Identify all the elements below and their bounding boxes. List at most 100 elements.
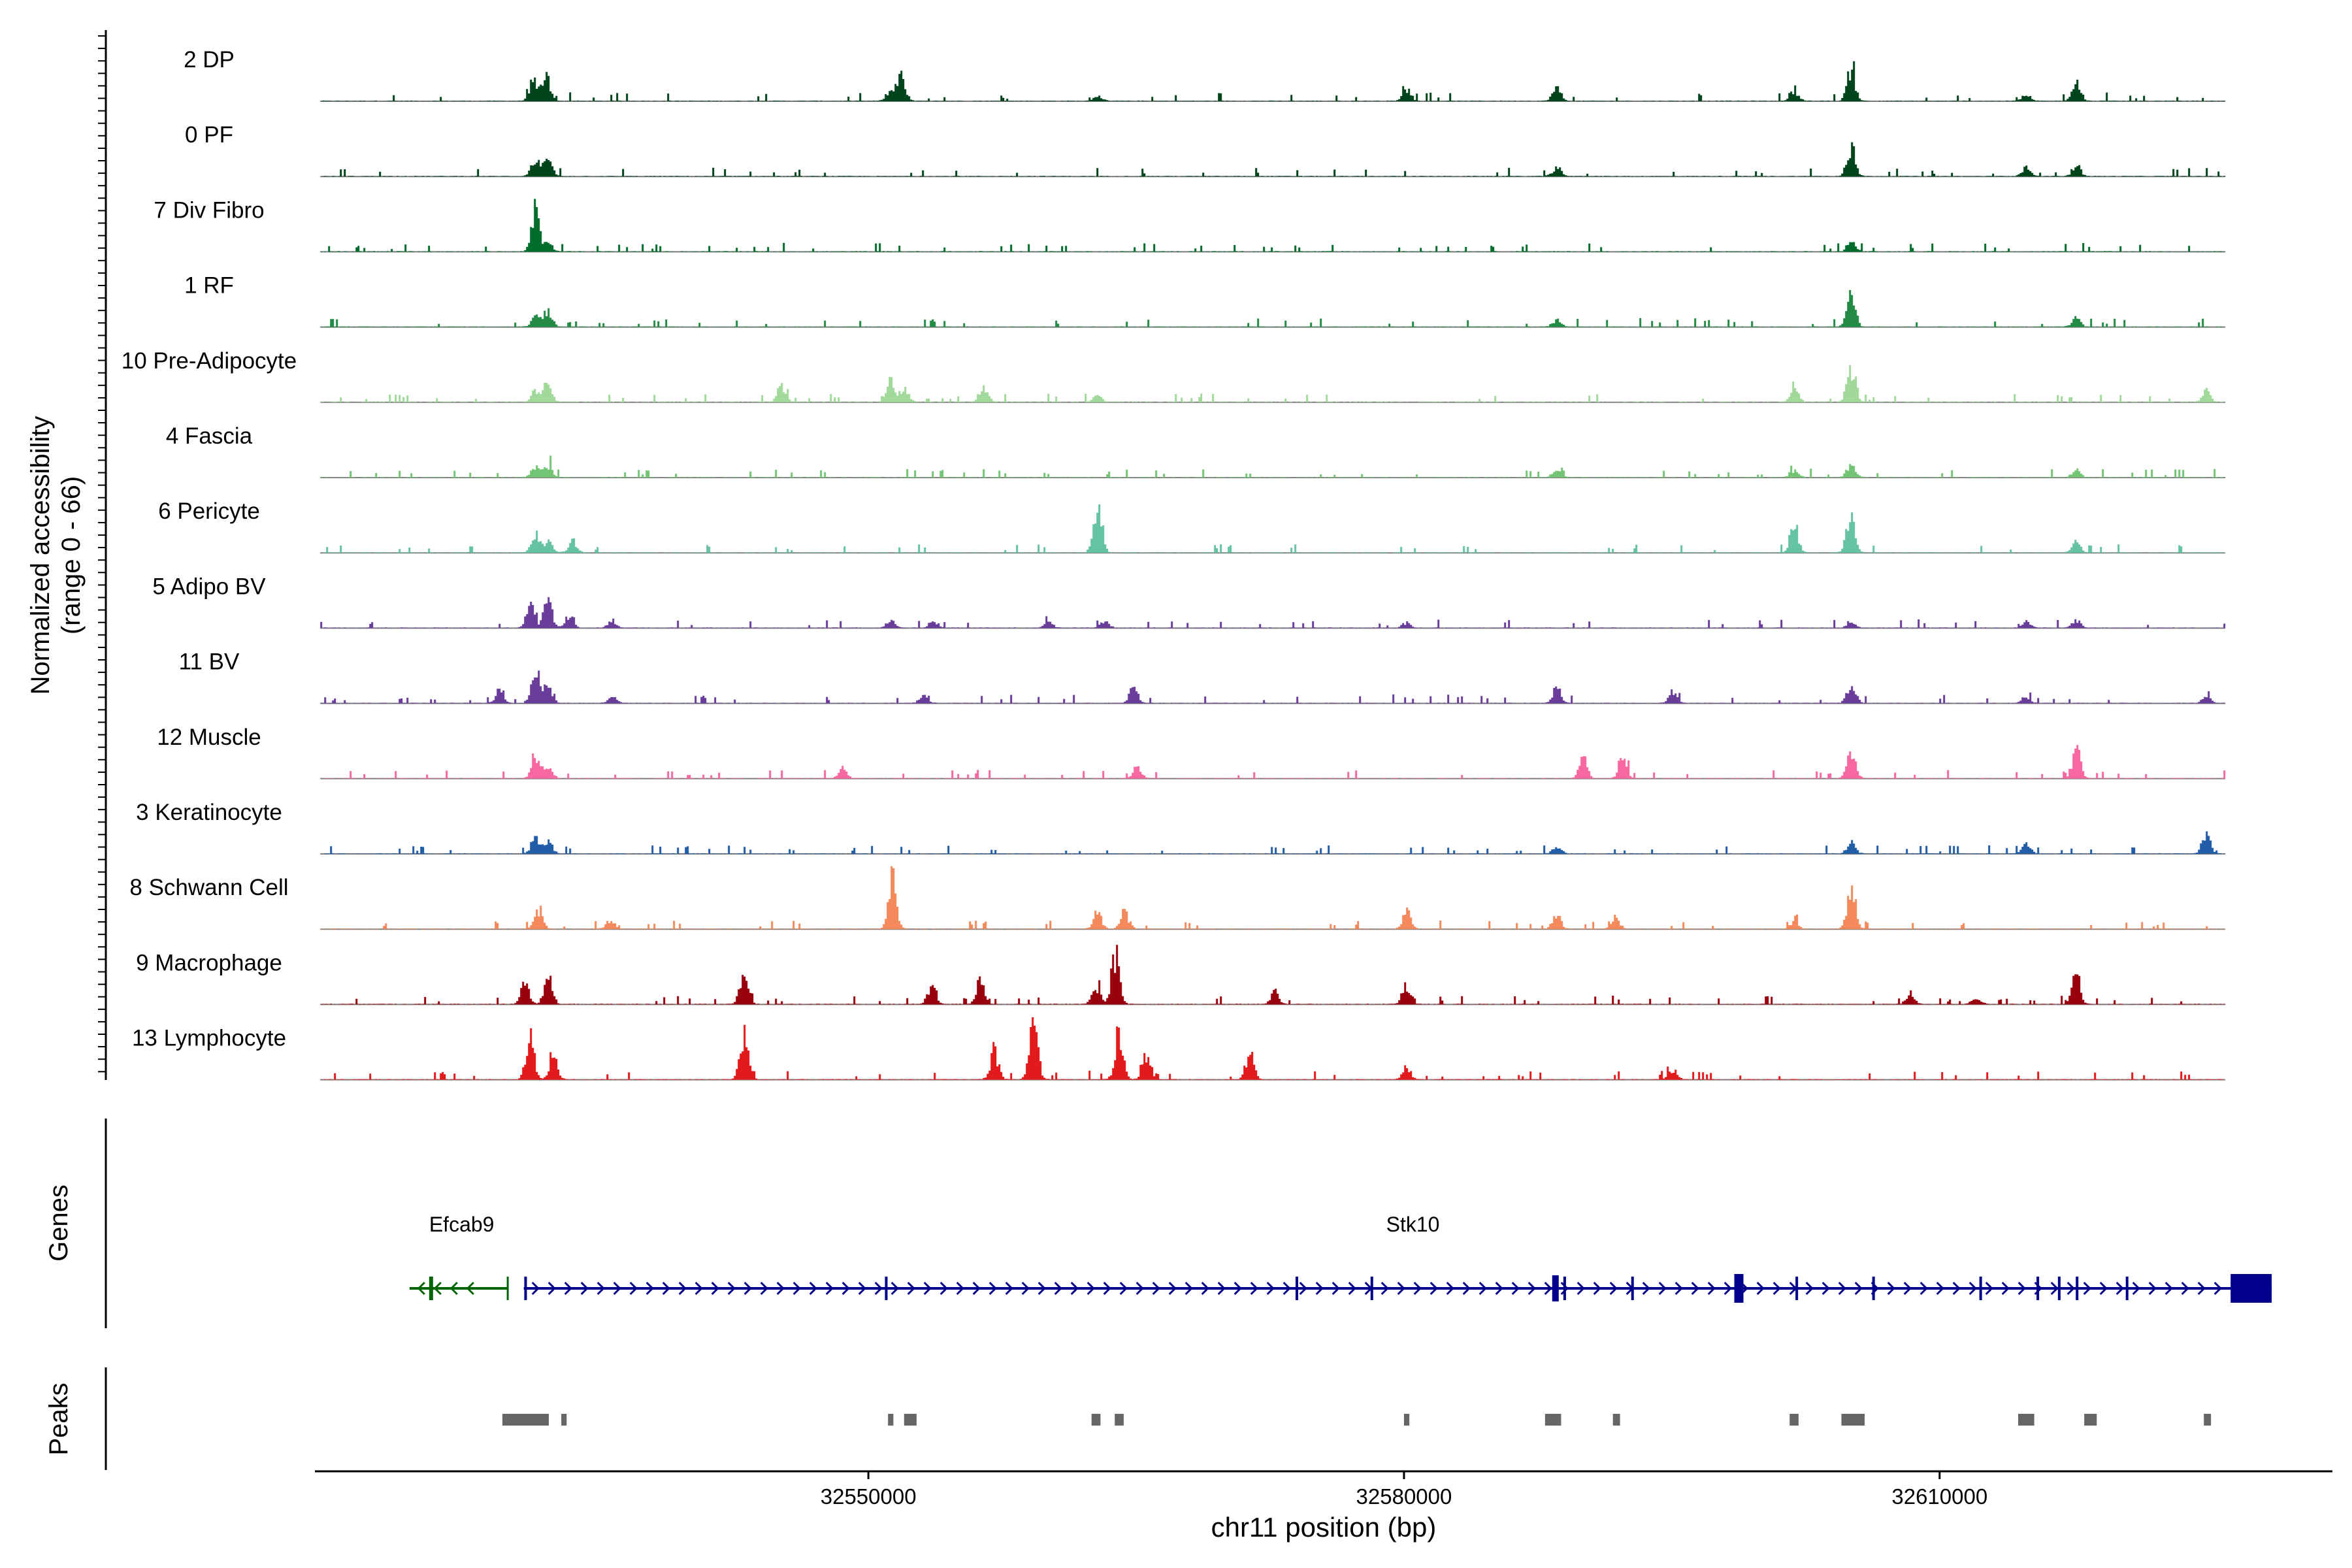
accessibility-y-ticks bbox=[98, 35, 106, 1073]
coverage-track: 11 BV bbox=[179, 649, 2226, 704]
coverage-track: 12 Muscle bbox=[157, 725, 2226, 779]
strand-arrow bbox=[1380, 1281, 1389, 1296]
strand-arrow bbox=[1691, 1281, 1699, 1296]
peak-region bbox=[1612, 1414, 1620, 1426]
strand-arrow bbox=[792, 1281, 801, 1296]
strand-arrow bbox=[1119, 1281, 1128, 1296]
track-label: 4 Fascia bbox=[166, 423, 253, 449]
strand-arrow bbox=[1086, 1281, 1095, 1296]
strand-arrow bbox=[1838, 1281, 1846, 1296]
strand-arrow bbox=[678, 1281, 687, 1296]
exon bbox=[2076, 1277, 2079, 1300]
y-axis-title-line2: (range 0 - 66) bbox=[57, 476, 86, 634]
exon bbox=[1631, 1277, 1634, 1300]
exon bbox=[1563, 1277, 1566, 1300]
coverage-track: 6 Pericyte bbox=[158, 498, 2226, 554]
strand-arrow bbox=[1233, 1281, 1242, 1296]
peak-region bbox=[1091, 1414, 1101, 1426]
strand-arrow bbox=[1609, 1281, 1618, 1296]
strand-arrow bbox=[1707, 1281, 1716, 1296]
exon-utr bbox=[2230, 1274, 2272, 1303]
strand-arrow bbox=[1805, 1281, 1814, 1296]
strand-arrow bbox=[711, 1281, 719, 1296]
strand-arrow bbox=[776, 1281, 785, 1296]
strand-arrow bbox=[2066, 1281, 2075, 1296]
peak-region bbox=[904, 1414, 917, 1426]
strand-arrow bbox=[1315, 1281, 1324, 1296]
strand-arrow bbox=[1887, 1281, 1895, 1296]
strand-arrow bbox=[547, 1281, 556, 1296]
peak-region bbox=[888, 1414, 894, 1426]
exon bbox=[885, 1277, 888, 1300]
peak-region bbox=[1403, 1414, 1410, 1426]
track-label: 12 Muscle bbox=[157, 725, 261, 750]
peak-region bbox=[502, 1414, 549, 1426]
gene-model: Stk10 bbox=[523, 1213, 2272, 1303]
exon bbox=[429, 1277, 433, 1300]
coverage-track: 10 Pre-Adipocyte bbox=[122, 348, 2226, 403]
strand-arrow bbox=[2017, 1281, 2026, 1296]
strand-arrow bbox=[564, 1281, 572, 1296]
x-tick-label: 32580000 bbox=[1356, 1484, 1452, 1509]
genes-axis-title: Genes bbox=[44, 1184, 73, 1262]
gene-label: Stk10 bbox=[1386, 1213, 1440, 1236]
strand-arrow bbox=[2083, 1281, 2091, 1296]
peak-region bbox=[1841, 1414, 1865, 1426]
strand-arrow bbox=[1135, 1281, 1144, 1296]
strand-arrow bbox=[1103, 1281, 1111, 1296]
strand-arrow bbox=[1005, 1281, 1013, 1296]
strand-arrow bbox=[1299, 1281, 1307, 1296]
strand-arrow bbox=[972, 1281, 981, 1296]
exon bbox=[2125, 1277, 2129, 1300]
strand-arrow bbox=[1576, 1281, 1585, 1296]
strand-arrow bbox=[694, 1281, 703, 1296]
track-label: 8 Schwann Cell bbox=[129, 875, 288, 900]
strand-arrow bbox=[1462, 1281, 1471, 1296]
strand-arrow bbox=[417, 1281, 425, 1296]
exon bbox=[2036, 1277, 2040, 1300]
strand-arrow bbox=[841, 1281, 850, 1296]
strand-arrow bbox=[825, 1281, 834, 1296]
strand-arrow bbox=[1250, 1281, 1258, 1296]
strand-arrow bbox=[858, 1281, 866, 1296]
strand-arrow bbox=[1919, 1281, 1928, 1296]
strand-arrow bbox=[809, 1281, 817, 1296]
strand-arrow bbox=[874, 1281, 883, 1296]
strand-arrow bbox=[1413, 1281, 1422, 1296]
coverage-track: 7 Div Fibro bbox=[154, 197, 2226, 253]
strand-arrow bbox=[727, 1281, 736, 1296]
strand-arrow bbox=[1168, 1281, 1177, 1296]
strand-arrow bbox=[1544, 1281, 1552, 1296]
coverage-track: 1 RF bbox=[184, 273, 2226, 328]
strand-arrow bbox=[433, 1281, 442, 1296]
strand-arrow bbox=[1429, 1281, 1438, 1296]
strand-arrow bbox=[1478, 1281, 1487, 1296]
strand-arrow bbox=[1348, 1281, 1356, 1296]
y-axis-title-line1: Normalized accessibility bbox=[26, 416, 55, 695]
x-axis-ticks: 32550000 32580000 32610000 bbox=[821, 1471, 1987, 1509]
gene-label: Efcab9 bbox=[429, 1213, 495, 1236]
strand-arrow bbox=[1936, 1281, 1944, 1296]
accessibility-panel: Normalized accessibility (range 0 - 66) … bbox=[26, 30, 2226, 1081]
strand-arrow bbox=[1772, 1281, 1781, 1296]
track-label: 13 Lymphocyte bbox=[132, 1026, 286, 1051]
strand-arrow bbox=[1985, 1281, 1993, 1296]
track-label: 7 Div Fibro bbox=[154, 197, 264, 223]
peaks-axis-title: Peaks bbox=[44, 1382, 73, 1455]
peak-region bbox=[1789, 1414, 1799, 1426]
strand-arrow bbox=[580, 1281, 589, 1296]
coverage-track: 2 DP bbox=[184, 47, 2226, 102]
track-label: 11 BV bbox=[179, 649, 240, 675]
strand-arrow bbox=[1184, 1281, 1193, 1296]
exon bbox=[1734, 1274, 1744, 1303]
strand-arrow bbox=[907, 1281, 915, 1296]
strand-arrow bbox=[1331, 1281, 1340, 1296]
coverage-track: 13 Lymphocyte bbox=[132, 1017, 2226, 1081]
x-tick-label: 32610000 bbox=[1891, 1484, 1987, 1509]
x-axis: 32550000 32580000 32610000 chr11 position … bbox=[315, 1470, 2332, 1543]
strand-arrow bbox=[1495, 1281, 1503, 1296]
peak-region bbox=[2018, 1414, 2034, 1426]
strand-arrow bbox=[1756, 1281, 1765, 1296]
